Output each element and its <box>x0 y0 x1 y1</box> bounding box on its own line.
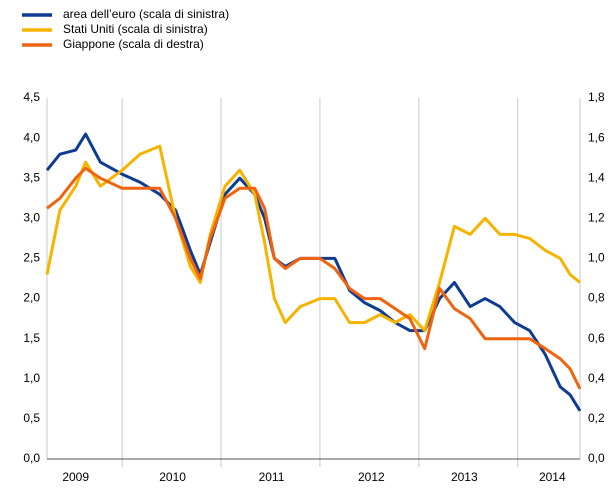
y2-tick-label: 1,4 <box>588 170 605 184</box>
x-tick-label: 2011 <box>259 470 285 484</box>
y2-tick-label: 0,2 <box>588 411 605 425</box>
legend-label: area dell’euro (scala di sinistra) <box>63 7 229 21</box>
y-tick-label: 0,5 <box>23 411 40 425</box>
y2-tick-label: 0,4 <box>588 371 605 385</box>
y2-tick-label: 1,8 <box>588 90 605 104</box>
y-tick-label: 0,0 <box>23 451 40 465</box>
x-tick-label: 2012 <box>358 470 385 484</box>
series-line <box>46 166 582 390</box>
y2-tick-label: 0,0 <box>588 451 605 465</box>
x-tick-label: 2010 <box>159 470 186 484</box>
x-tick-label: 2009 <box>62 470 89 484</box>
y-tick-label: 1,5 <box>23 331 40 345</box>
y-tick-label: 4,0 <box>23 130 40 144</box>
y2-tick-label: 1,2 <box>588 211 605 225</box>
x-tick-label: 2014 <box>539 470 566 484</box>
y2-tick-label: 1,6 <box>588 130 605 144</box>
y-tick-label: 3,5 <box>23 170 40 184</box>
legend-label: Stati Uniti (scala di sinistra) <box>63 22 208 36</box>
y-tick-label: 1,0 <box>23 371 40 385</box>
series-line <box>45 144 581 333</box>
y2-tick-label: 0,6 <box>588 331 605 345</box>
y-tick-label: 4,5 <box>23 90 40 104</box>
y-tick-label: 2,0 <box>23 291 40 305</box>
y2-tick-label: 0,8 <box>588 291 605 305</box>
series-line <box>45 132 582 412</box>
y-tick-label: 2,5 <box>23 251 40 265</box>
y2-tick-label: 1,0 <box>588 251 605 265</box>
x-tick-label: 2013 <box>451 470 478 484</box>
y-tick-label: 3,0 <box>23 211 40 225</box>
legend-label: Giappone (scala di destra) <box>63 37 204 51</box>
